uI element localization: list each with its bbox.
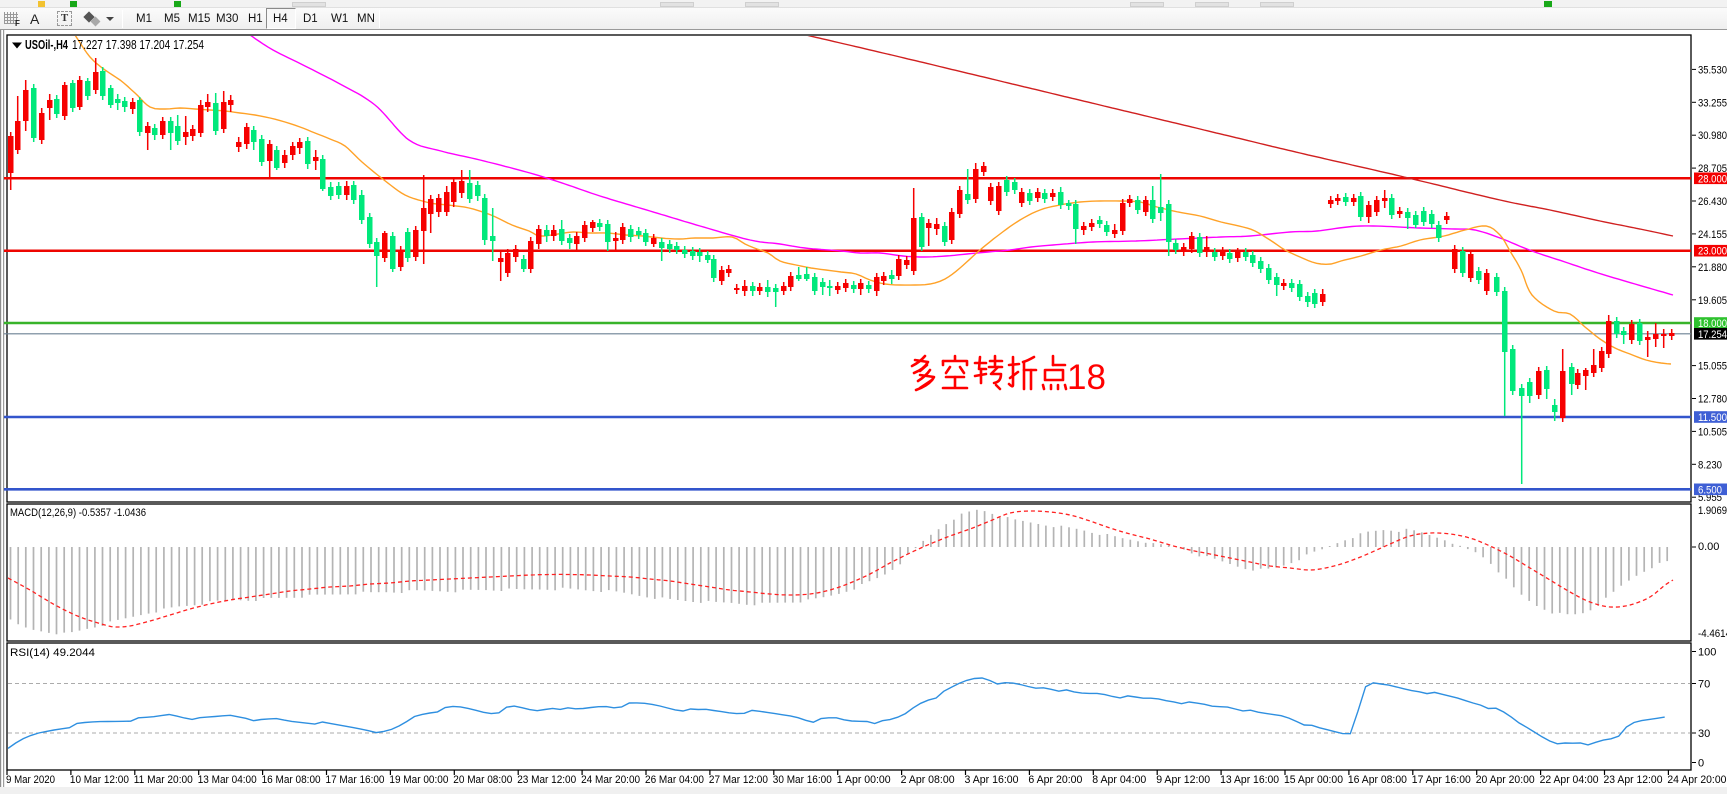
svg-text:6.500: 6.500 (1698, 484, 1722, 496)
svg-text:28.000: 28.000 (1698, 173, 1727, 185)
svg-text:11.500: 11.500 (1698, 412, 1727, 424)
svg-text:20 Mar 08:00: 20 Mar 08:00 (453, 774, 512, 786)
svg-text:18.000: 18.000 (1698, 318, 1727, 330)
svg-text:33.255: 33.255 (1698, 97, 1727, 109)
svg-text:13 Apr 16:00: 13 Apr 16:00 (1220, 774, 1279, 786)
svg-text:15 Apr 00:00: 15 Apr 00:00 (1284, 774, 1343, 786)
svg-text:19.605: 19.605 (1698, 295, 1727, 307)
svg-text:17 Apr 16:00: 17 Apr 16:00 (1412, 774, 1471, 786)
svg-text:6 Apr 20:00: 6 Apr 20:00 (1028, 774, 1082, 786)
svg-text:30: 30 (1698, 728, 1710, 740)
svg-text:16 Apr 08:00: 16 Apr 08:00 (1348, 774, 1407, 786)
svg-text:18: 18 (1067, 358, 1106, 397)
svg-text:12.780: 12.780 (1698, 394, 1727, 406)
svg-text:27 Mar 12:00: 27 Mar 12:00 (709, 774, 768, 786)
svg-text:1 Apr 00:00: 1 Apr 00:00 (837, 774, 891, 786)
svg-text:2 Apr 08:00: 2 Apr 08:00 (901, 774, 955, 786)
svg-text:24 Apr 20:00: 24 Apr 20:00 (1667, 774, 1726, 786)
svg-text:0: 0 (1698, 758, 1704, 770)
svg-text:30 Mar 16:00: 30 Mar 16:00 (773, 774, 832, 786)
svg-text:3 Apr 16:00: 3 Apr 16:00 (965, 774, 1019, 786)
svg-text:17.227 17.398 17.204 17.254: 17.227 17.398 17.204 17.254 (72, 38, 204, 52)
svg-text:MACD(12,26,9) -0.5357 -1.0436: MACD(12,26,9) -0.5357 -1.0436 (10, 507, 146, 519)
svg-text:30.980: 30.980 (1698, 130, 1727, 142)
svg-text:1.9069: 1.9069 (1698, 505, 1727, 517)
svg-text:26.430: 26.430 (1698, 196, 1727, 208)
svg-text:35.530: 35.530 (1698, 64, 1727, 76)
svg-text:17 Mar 16:00: 17 Mar 16:00 (326, 774, 385, 786)
svg-text:10 Mar 12:00: 10 Mar 12:00 (70, 774, 129, 786)
svg-text:21.880: 21.880 (1698, 262, 1727, 274)
svg-text:23 Mar 12:00: 23 Mar 12:00 (517, 774, 576, 786)
svg-text:70: 70 (1698, 679, 1710, 691)
svg-text:0.00: 0.00 (1698, 541, 1719, 553)
svg-text:9 Mar 2020: 9 Mar 2020 (6, 774, 55, 786)
svg-text:16 Mar 08:00: 16 Mar 08:00 (262, 774, 321, 786)
svg-text:19 Mar 00:00: 19 Mar 00:00 (389, 774, 448, 786)
svg-text:23.000: 23.000 (1698, 246, 1727, 258)
svg-text:20 Apr 20:00: 20 Apr 20:00 (1476, 774, 1535, 786)
svg-text:5.955: 5.955 (1698, 492, 1722, 504)
svg-text:8 Apr 04:00: 8 Apr 04:00 (1092, 774, 1146, 786)
svg-text:22 Apr 04:00: 22 Apr 04:00 (1540, 774, 1599, 786)
svg-text:13 Mar 04:00: 13 Mar 04:00 (198, 774, 257, 786)
svg-text:11 Mar 20:00: 11 Mar 20:00 (134, 774, 193, 786)
svg-text:8.230: 8.230 (1698, 459, 1722, 471)
svg-text:USOil-,H4: USOil-,H4 (25, 38, 68, 52)
svg-text:17.254: 17.254 (1698, 329, 1727, 341)
svg-text:-4.4614: -4.4614 (1698, 628, 1727, 640)
svg-text:RSI(14) 49.2044: RSI(14) 49.2044 (10, 647, 95, 659)
svg-text:10.505: 10.505 (1698, 426, 1727, 438)
svg-text:100: 100 (1698, 647, 1716, 659)
svg-text:24.155: 24.155 (1698, 229, 1727, 241)
svg-text:9 Apr 12:00: 9 Apr 12:00 (1156, 774, 1210, 786)
svg-text:15.055: 15.055 (1698, 361, 1727, 373)
svg-text:28.705: 28.705 (1698, 163, 1727, 175)
svg-text:23 Apr 12:00: 23 Apr 12:00 (1604, 774, 1663, 786)
svg-text:24 Mar 20:00: 24 Mar 20:00 (581, 774, 640, 786)
svg-text:26 Mar 04:00: 26 Mar 04:00 (645, 774, 704, 786)
